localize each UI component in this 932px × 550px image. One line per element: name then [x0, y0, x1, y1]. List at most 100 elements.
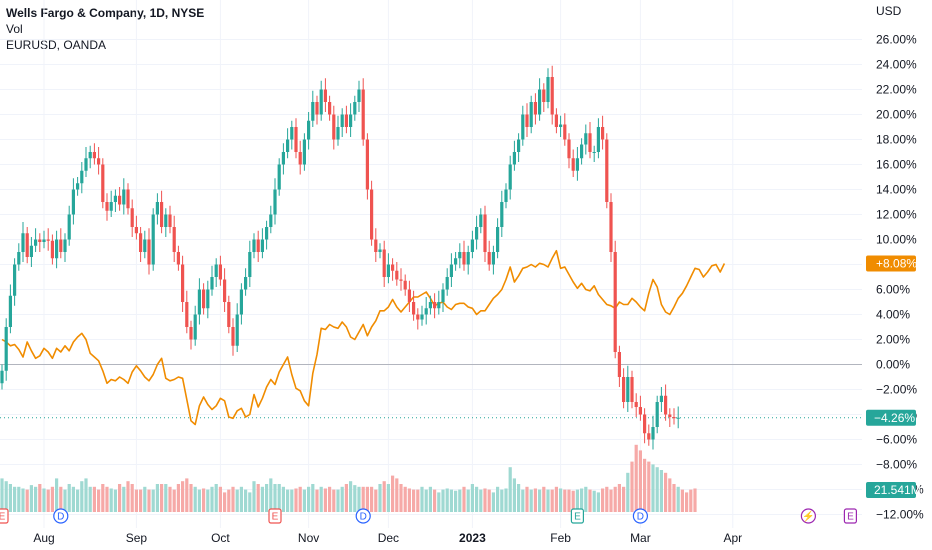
candle-body	[340, 114, 344, 127]
candle-body	[244, 277, 248, 290]
split-event-marker	[800, 508, 817, 524]
candle-body	[601, 127, 605, 140]
candle-body	[202, 289, 206, 309]
candle-body	[563, 124, 567, 140]
volume-bar	[244, 489, 248, 512]
volume-bar	[328, 486, 332, 512]
candle-body	[349, 114, 353, 127]
volume-bar	[302, 489, 306, 512]
x-tick-label: Sep	[126, 531, 148, 545]
candle-body	[323, 89, 327, 102]
volume-bar	[575, 489, 579, 512]
candle-body	[647, 433, 651, 440]
volume-bar	[445, 488, 449, 512]
candle-body	[46, 239, 50, 241]
x-axis[interactable]: Aug Sep Oct Nov Dec 2023 Feb Mar Apr	[33, 531, 742, 545]
volume-bar	[143, 486, 147, 512]
candle-body	[176, 252, 180, 265]
volume-bar	[34, 486, 38, 512]
candle-body	[113, 195, 117, 202]
candle-body	[134, 227, 138, 234]
candle-body	[105, 202, 109, 211]
candle-body	[454, 258, 458, 265]
candle-body	[76, 183, 80, 190]
y-tick-label: 2.00%	[876, 333, 910, 347]
volume-bar	[176, 484, 180, 512]
volume-layer	[0, 444, 697, 512]
volume-bar	[420, 486, 424, 512]
candle-body	[533, 102, 537, 115]
price-tags: +8.08% −4.26% 21.541M	[866, 255, 921, 498]
volume-bar	[206, 489, 210, 512]
volume-bar	[55, 478, 59, 512]
candle-body	[189, 327, 193, 340]
candle-body	[8, 295, 12, 327]
volume-bar	[319, 486, 323, 512]
legend-symbol-title[interactable]: Wells Fargo & Company, 1D, NYSE	[6, 6, 205, 20]
candle-body	[357, 89, 361, 102]
compare-line-layer	[1, 249, 726, 426]
x-tick-label: Apr	[723, 531, 742, 545]
volume-bar	[0, 478, 4, 512]
y-tick-label: 22.00%	[876, 83, 917, 97]
candle-body	[659, 395, 663, 402]
volume-bar	[449, 489, 453, 512]
volume-bar	[122, 486, 126, 512]
event-layer: E D E D E D ⚡ E	[0, 508, 858, 524]
dividend-event-marker	[53, 508, 69, 524]
volume-tag-bg	[866, 482, 916, 498]
volume-bar	[693, 488, 697, 512]
volume-bar	[4, 481, 8, 512]
volume-bar	[521, 489, 525, 512]
volume-bar	[395, 478, 399, 512]
volume-bar	[197, 489, 201, 512]
candle-body	[588, 133, 592, 152]
volume-tag: 21.541M	[874, 483, 921, 497]
volume-bar	[336, 489, 340, 512]
volume-bar	[290, 489, 294, 512]
legend-volume[interactable]: Vol	[6, 22, 23, 36]
volume-bar	[25, 489, 29, 512]
candle-body	[361, 89, 365, 140]
candle-body	[67, 214, 71, 240]
candle-body	[118, 195, 122, 205]
candle-body	[374, 239, 378, 252]
candle-body	[80, 170, 84, 184]
earnings-event-marker	[843, 508, 858, 524]
volume-bar	[479, 489, 483, 512]
volume-bar	[487, 489, 491, 512]
y-tick-label: 14.00%	[876, 183, 917, 197]
candle-body	[286, 139, 290, 152]
volume-bar	[349, 481, 353, 512]
candle-body	[71, 189, 75, 215]
volume-bar	[613, 486, 617, 512]
volume-bar	[105, 486, 109, 512]
candle-body	[223, 279, 227, 302]
volume-bar	[672, 484, 676, 512]
candle-body	[517, 139, 521, 152]
candle-body	[407, 289, 411, 302]
candle-body	[475, 227, 479, 240]
volume-bar	[626, 472, 630, 512]
y-tick-label: 10.00%	[876, 233, 917, 247]
volume-bar	[508, 467, 512, 512]
chart-legend: Wells Fargo & Company, 1D, NYSE Vol EURU…	[6, 5, 204, 53]
volume-bar	[374, 489, 378, 512]
volume-bar	[378, 484, 382, 512]
candle-body	[479, 214, 483, 227]
volume-bar	[214, 484, 218, 512]
volume-bar	[155, 484, 159, 512]
volume-bar	[193, 486, 197, 512]
volume-bar	[67, 484, 71, 512]
volume-bar	[323, 488, 327, 512]
volume-bar	[256, 484, 260, 512]
volume-bar	[344, 484, 348, 512]
volume-bar	[571, 490, 575, 512]
candle-body	[50, 240, 54, 259]
volume-bar	[315, 489, 319, 512]
candle-body	[29, 245, 33, 257]
legend-compare-symbol[interactable]: EURUSD, OANDA	[6, 38, 107, 52]
volume-bar	[386, 484, 390, 512]
candle-body	[605, 139, 609, 202]
